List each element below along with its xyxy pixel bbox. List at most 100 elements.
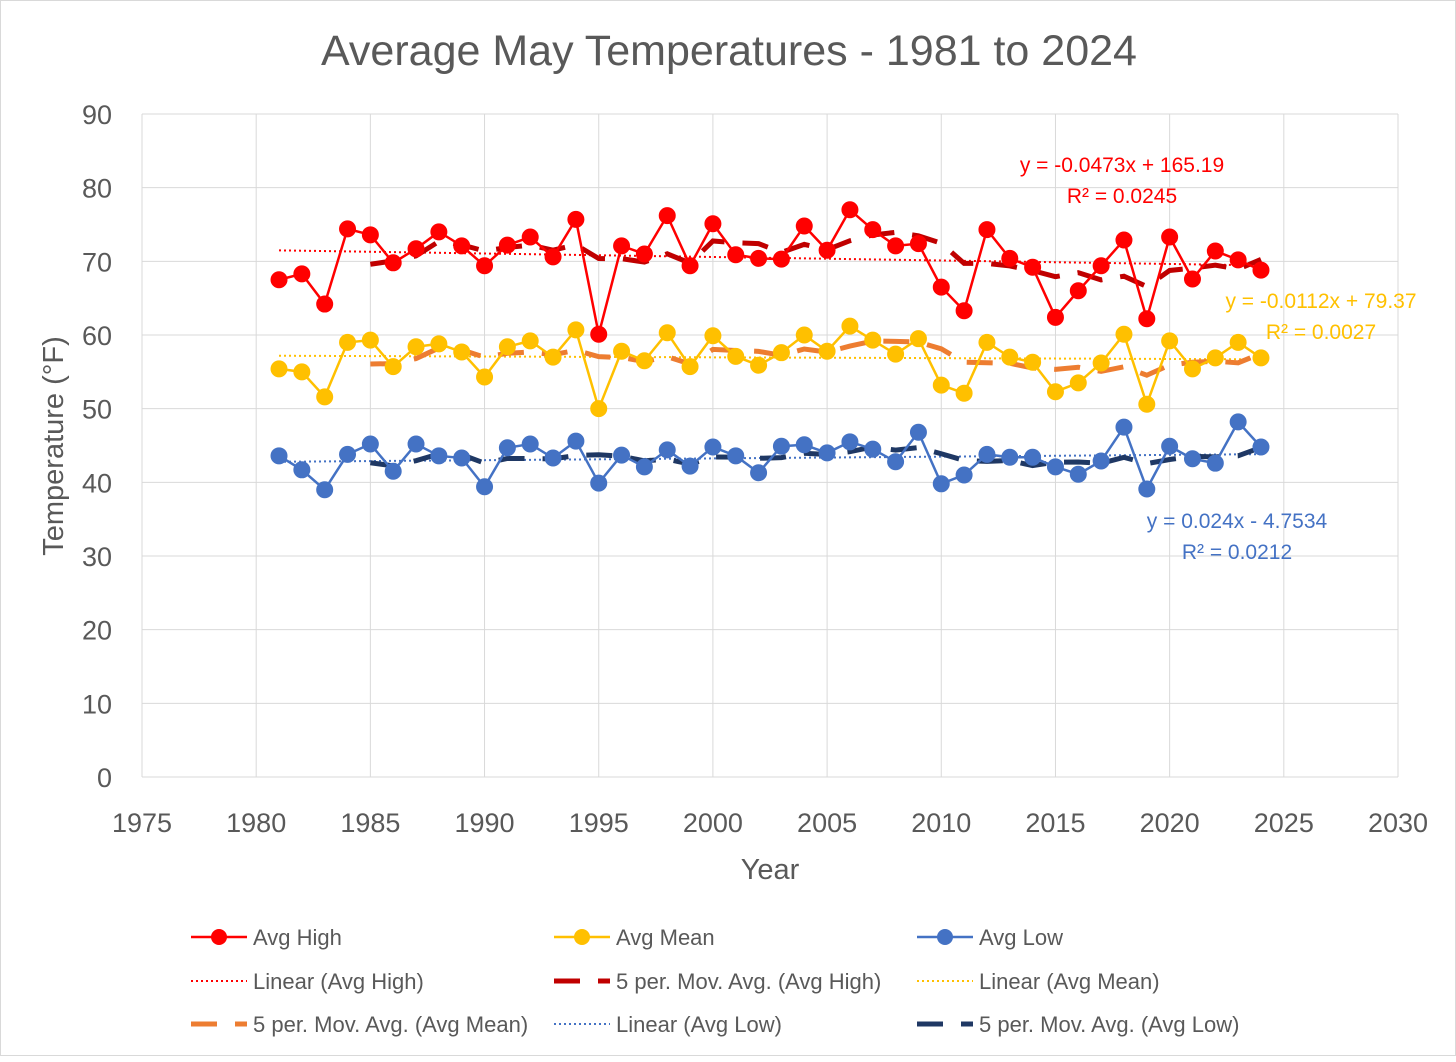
legend-item: 5 per. Mov. Avg. (Avg High)	[554, 969, 881, 994]
legend-marker-swatch	[211, 929, 227, 945]
data-point-mean	[909, 330, 927, 348]
legend-label: Linear (Avg Mean)	[979, 969, 1160, 994]
data-point-low	[361, 435, 379, 453]
data-point-high	[955, 302, 973, 320]
x-tick-label: 1980	[226, 808, 286, 838]
x-tick-label: 2020	[1140, 808, 1200, 838]
data-point-high	[887, 237, 905, 255]
data-point-low	[909, 423, 927, 441]
data-point-low	[270, 447, 288, 465]
legend-item: Linear (Avg Mean)	[917, 969, 1160, 994]
data-point-mean	[544, 348, 562, 366]
legend-label: Avg High	[253, 925, 342, 950]
data-point-high	[361, 226, 379, 244]
data-point-high	[430, 223, 448, 241]
data-point-high	[772, 250, 790, 268]
data-point-low	[613, 446, 631, 464]
data-point-high	[1046, 308, 1064, 326]
data-point-mean	[658, 324, 676, 342]
data-point-low	[750, 464, 768, 482]
data-point-low	[544, 449, 562, 467]
data-point-low	[1252, 438, 1270, 456]
data-point-low	[978, 445, 996, 463]
data-point-low	[567, 432, 585, 450]
legend-label: Linear (Avg High)	[253, 969, 424, 994]
moving-averages	[369, 229, 1262, 469]
data-point-high	[1161, 228, 1179, 246]
data-point-high	[704, 215, 722, 233]
trend-r2-mean: R² = 0.0027	[1266, 321, 1376, 344]
y-tick-label: 50	[82, 395, 112, 425]
data-point-low	[430, 447, 448, 465]
data-point-high	[476, 257, 494, 275]
legend-label: Avg Mean	[616, 925, 715, 950]
data-point-mean	[978, 333, 996, 351]
data-point-mean	[453, 343, 471, 361]
data-point-mean	[384, 358, 402, 376]
data-point-high	[613, 237, 631, 255]
data-point-mean	[476, 368, 494, 386]
data-point-mean	[681, 358, 699, 376]
data-point-mean	[339, 333, 357, 351]
data-point-low	[293, 461, 311, 479]
legend-item: Linear (Avg Low)	[554, 1012, 782, 1037]
y-tick-label: 40	[82, 468, 112, 498]
data-point-high	[658, 207, 676, 225]
data-point-mean	[567, 321, 585, 339]
data-point-high	[932, 278, 950, 296]
data-point-high	[544, 248, 562, 266]
data-point-mean	[1001, 348, 1019, 366]
data-point-high	[453, 237, 471, 255]
data-point-mean	[795, 326, 813, 344]
legend-item: 5 per. Mov. Avg. (Avg Mean)	[191, 1012, 528, 1037]
data-point-low	[1206, 454, 1224, 472]
data-point-low	[407, 435, 425, 453]
legend-item: Avg High	[191, 925, 342, 950]
data-point-low	[704, 438, 722, 456]
legend-label: 5 per. Mov. Avg. (Avg Low)	[979, 1012, 1239, 1037]
x-tick-label: 2025	[1254, 808, 1314, 838]
trend-annotations: y = -0.0473x + 165.19 R² = 0.0245 y = -0…	[1020, 154, 1417, 564]
x-tick-label: 2005	[797, 808, 857, 838]
data-point-low	[864, 440, 882, 458]
data-point-mean	[727, 347, 745, 365]
data-point-mean	[635, 352, 653, 370]
data-point-high	[1138, 310, 1156, 328]
data-point-mean	[613, 342, 631, 360]
legend-item: Avg Low	[917, 925, 1063, 950]
data-point-mean	[841, 317, 859, 335]
data-point-low	[818, 444, 836, 462]
legend-item: Avg Mean	[554, 925, 715, 950]
moving-average-mean	[370, 338, 1262, 378]
data-point-high	[384, 254, 402, 272]
data-point-low	[1183, 450, 1201, 468]
data-point-high	[864, 221, 882, 239]
data-point-low	[955, 466, 973, 484]
data-point-low	[1092, 452, 1110, 470]
data-point-mean	[270, 360, 288, 378]
data-point-low	[727, 447, 745, 465]
data-point-mean	[361, 331, 379, 349]
data-point-mean	[407, 338, 425, 356]
moving-average-low	[370, 444, 1262, 469]
data-point-mean	[704, 327, 722, 345]
x-tick-label: 2000	[683, 808, 743, 838]
y-axis-title: Temperature (°F)	[38, 336, 70, 555]
data-point-mean	[1046, 383, 1064, 401]
legend-label: 5 per. Mov. Avg. (Avg Mean)	[253, 1012, 528, 1037]
data-point-high	[1252, 261, 1270, 279]
gridlines	[141, 113, 1399, 778]
y-tick-label: 20	[82, 616, 112, 646]
legend-item: 5 per. Mov. Avg. (Avg Low)	[917, 1012, 1239, 1037]
data-point-high	[567, 210, 585, 228]
y-tick-label: 30	[82, 542, 112, 572]
x-tick-label: 2015	[1025, 808, 1085, 838]
data-point-mean	[521, 332, 539, 350]
data-point-low	[887, 453, 905, 471]
data-point-mean	[818, 342, 836, 360]
data-point-low	[795, 436, 813, 454]
legend-label: Avg Low	[979, 925, 1063, 950]
y-tick-label: 10	[82, 689, 112, 719]
data-point-high	[407, 240, 425, 258]
